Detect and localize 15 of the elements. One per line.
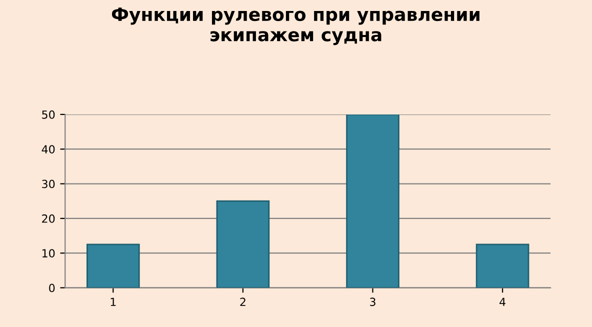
x-tick-label: 2 [240,298,246,306]
y-tick-label: 20 [42,214,55,223]
y-tick-label: 50 [42,110,55,119]
bar [216,200,270,288]
x-tick-label: 3 [370,298,376,306]
y-tick-label: 30 [42,180,55,188]
bar [86,244,140,288]
x-tick-label: 1 [110,298,116,306]
bar [476,244,530,288]
bar [346,114,400,288]
y-tick-label: 0 [49,284,55,292]
chart-title: Функции рулевого при управлении экипажем судна [112,8,480,46]
y-tick-label: 10 [42,249,55,258]
y-tick-label: 40 [42,145,55,154]
x-tick-label: 4 [500,298,506,306]
